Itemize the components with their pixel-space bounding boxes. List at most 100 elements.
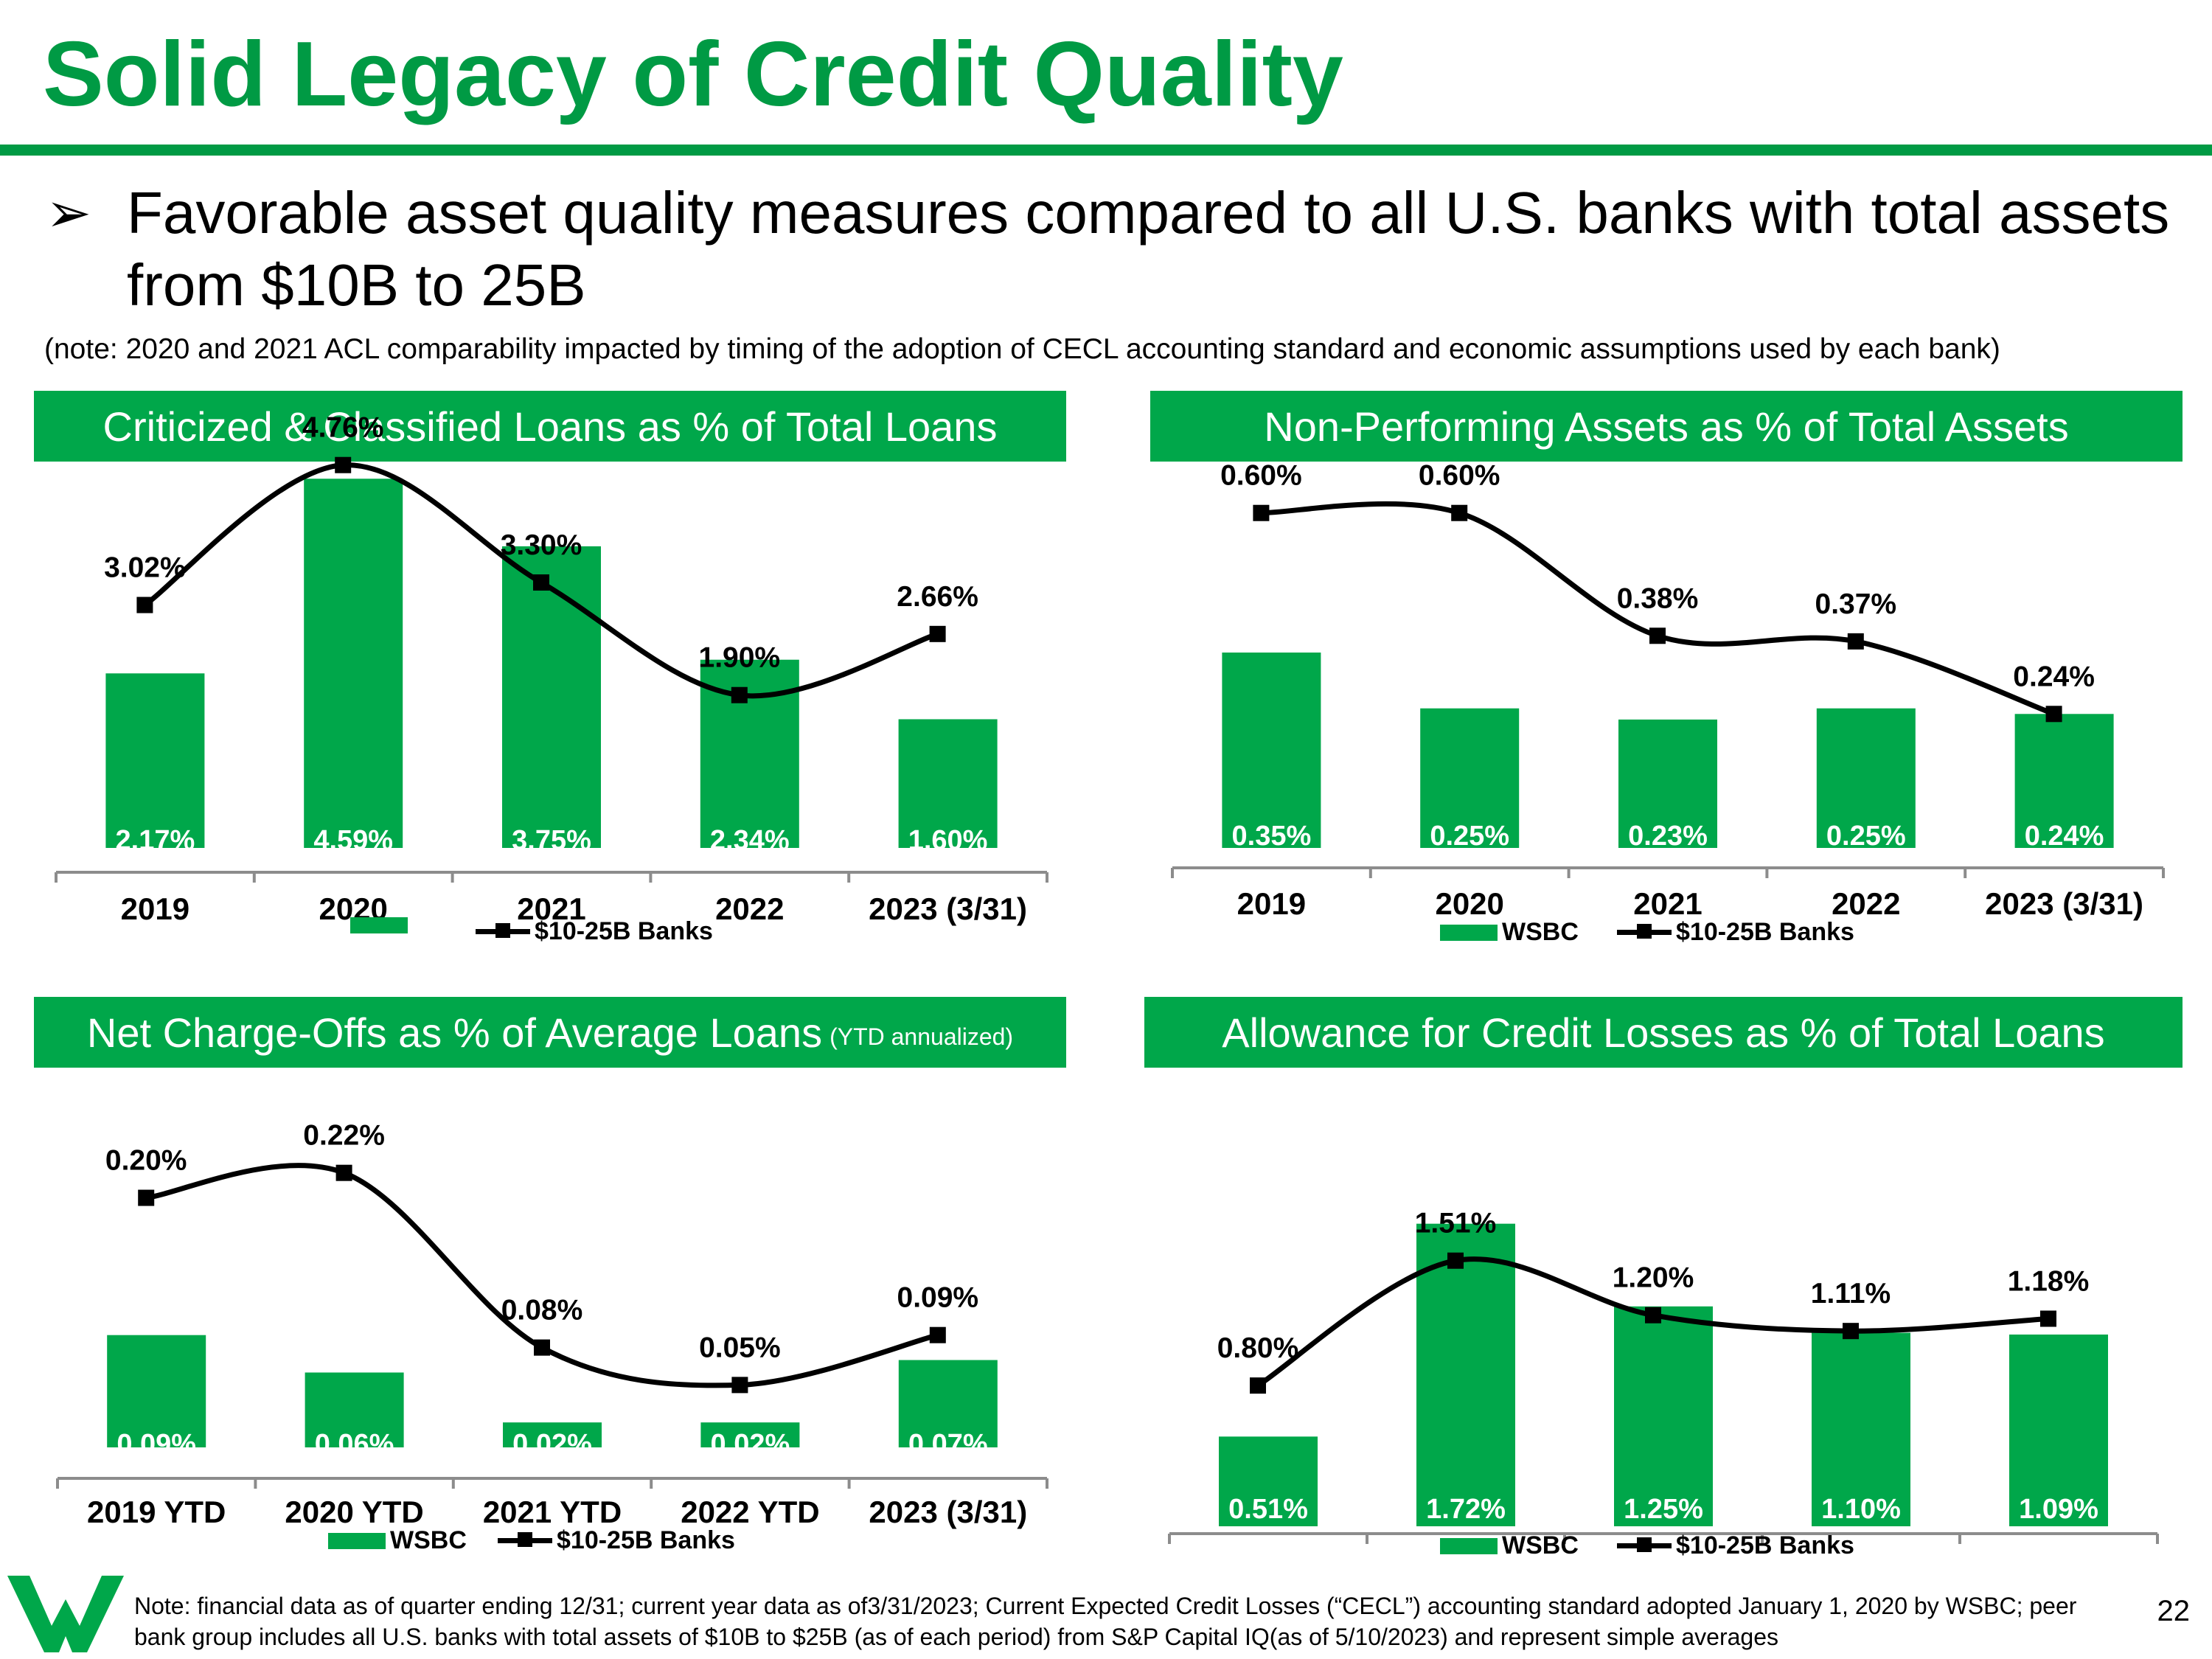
category-label: 2023 (3/31) — [869, 1495, 1027, 1529]
line-marker-icon — [476, 923, 530, 938]
page-title: Solid Legacy of Credit Quality — [43, 24, 1343, 125]
peer-point-marker — [136, 597, 153, 613]
bar — [898, 719, 998, 848]
acl-chart-title-text: Allowance for Credit Losses as % of Tota… — [1222, 1009, 2105, 1056]
bar-value-label: 1.10% — [1821, 1494, 1901, 1525]
peer-value-label: 0.38% — [1617, 582, 1699, 614]
line-marker-icon — [1617, 1537, 1672, 1552]
category-label: 2023 (3/31) — [869, 891, 1027, 926]
category-label: 2023 (3/31) — [1985, 886, 2143, 921]
acl-legend-line-label: $10-25B Banks — [1676, 1531, 1854, 1559]
peer-value-label: 1.90% — [699, 642, 781, 674]
peer-point-marker — [335, 1164, 352, 1181]
peer-point-marker — [2045, 706, 2062, 723]
bar-value-label: 3.75% — [512, 825, 591, 856]
acl-legend-bar-label: WSBC — [1502, 1531, 1579, 1559]
peer-value-label: 0.24% — [2013, 661, 2095, 692]
peer-value-label: 0.60% — [1419, 460, 1500, 492]
peer-point-marker — [731, 686, 748, 703]
peer-value-label: 0.08% — [501, 1295, 583, 1326]
category-label: 2022 YTD — [681, 1495, 819, 1529]
bar — [1219, 1436, 1318, 1526]
bar — [305, 1372, 404, 1447]
bar-value-label: 1.60% — [908, 825, 988, 856]
arrow-bullet-icon: ➢ — [46, 182, 92, 243]
acl-legend-bar: WSBC — [1440, 1531, 1579, 1560]
bar — [105, 673, 205, 848]
bar — [2009, 1334, 2108, 1526]
page-number: 22 — [2157, 1595, 2191, 1627]
bar-swatch-icon — [350, 917, 408, 933]
bar-value-label: 0.24% — [2025, 821, 2104, 852]
wesbanco-logo-icon — [7, 1576, 124, 1652]
bar-value-label: 2.17% — [116, 825, 195, 856]
cc-chart-title: Criticized & Classified Loans as % of To… — [34, 391, 1066, 462]
npa-legend-line: $10-25B Banks — [1617, 918, 1854, 947]
peer-point-marker — [533, 574, 549, 591]
peer-value-label: 1.11% — [1811, 1278, 1891, 1310]
line-marker-icon — [1617, 924, 1672, 939]
footnote: Note: financial data as of quarter endin… — [134, 1593, 2077, 1650]
npa-legend-line-label: $10-25B Banks — [1676, 918, 1854, 946]
bar — [700, 1422, 800, 1447]
category-label: 2022 — [1832, 886, 1900, 921]
bar-value-label: 0.25% — [1430, 821, 1509, 852]
peer-value-label: 1.51% — [1415, 1208, 1497, 1239]
peer-point-marker — [929, 1326, 946, 1343]
bar — [107, 1335, 206, 1447]
npa-legend-bar: WSBC — [1440, 918, 1579, 947]
peer-value-label: 0.20% — [105, 1145, 187, 1177]
bar-value-label: 0.06% — [315, 1429, 394, 1460]
category-label: 2021 — [1633, 886, 1702, 921]
peer-value-label: 0.05% — [699, 1332, 781, 1363]
bar-swatch-icon — [1440, 924, 1498, 941]
bar — [304, 479, 403, 848]
bullet-text: Favorable asset quality measures compare… — [127, 180, 2170, 318]
bar-swatch-icon — [328, 1532, 386, 1549]
category-label: 2021 — [517, 891, 585, 926]
cc-chart-title-text: Criticized & Classified Loans as % of To… — [102, 403, 998, 450]
peer-point-marker — [1649, 627, 1666, 644]
bar-value-label: 0.35% — [1232, 821, 1312, 852]
npa-legend-bar-label: WSBC — [1502, 918, 1579, 946]
peer-point-marker — [731, 1377, 748, 1394]
category-label: 2021 YTD — [483, 1495, 622, 1529]
bar — [1416, 1223, 1515, 1526]
cecl-note: (note: 2020 and 2021 ACL comparability i… — [44, 333, 2000, 365]
bar-value-label: 0.02% — [512, 1429, 592, 1460]
peer-point-marker — [1843, 1323, 1859, 1340]
nco-legend-bar: WSBC — [328, 1526, 467, 1555]
acl-legend-line: $10-25B Banks — [1617, 1531, 1854, 1560]
bar — [1614, 1306, 1713, 1526]
bar-value-label: 0.07% — [908, 1429, 988, 1460]
npa-chart-title-text: Non-Performing Assets as % of Total Asse… — [1264, 403, 2069, 450]
peer-value-label: 4.76% — [302, 412, 384, 444]
peer-point-marker — [1250, 1377, 1266, 1394]
bar-value-label: 1.25% — [1624, 1494, 1703, 1525]
category-label: 2019 — [121, 891, 189, 926]
category-label: 2020 — [1435, 886, 1503, 921]
bar — [2014, 714, 2114, 848]
peer-value-label: 1.20% — [1613, 1262, 1694, 1294]
cc-legend-line: $10-25B Banks — [476, 917, 713, 946]
bar-swatch-icon — [1440, 1537, 1498, 1554]
peer-point-marker — [1847, 633, 1864, 650]
peer-point-marker — [2040, 1310, 2056, 1327]
bar — [1816, 708, 1916, 848]
peer-value-label: 0.09% — [897, 1282, 979, 1314]
peer-value-label: 0.80% — [1217, 1332, 1299, 1364]
bar — [1812, 1332, 1910, 1526]
bar-value-label: 4.59% — [313, 825, 393, 856]
peer-point-marker — [1253, 504, 1270, 521]
peer-value-label: 1.18% — [2008, 1265, 2090, 1297]
peer-point-marker — [929, 625, 946, 642]
peer-point-marker — [335, 456, 352, 473]
peer-value-label: 3.02% — [104, 552, 186, 584]
nco-legend-line: $10-25B Banks — [498, 1526, 735, 1555]
peer-point-marker — [534, 1339, 550, 1356]
peer-value-label: 0.22% — [303, 1120, 385, 1152]
category-label: 2022 — [715, 891, 784, 926]
bar-value-label: 0.09% — [116, 1429, 196, 1460]
